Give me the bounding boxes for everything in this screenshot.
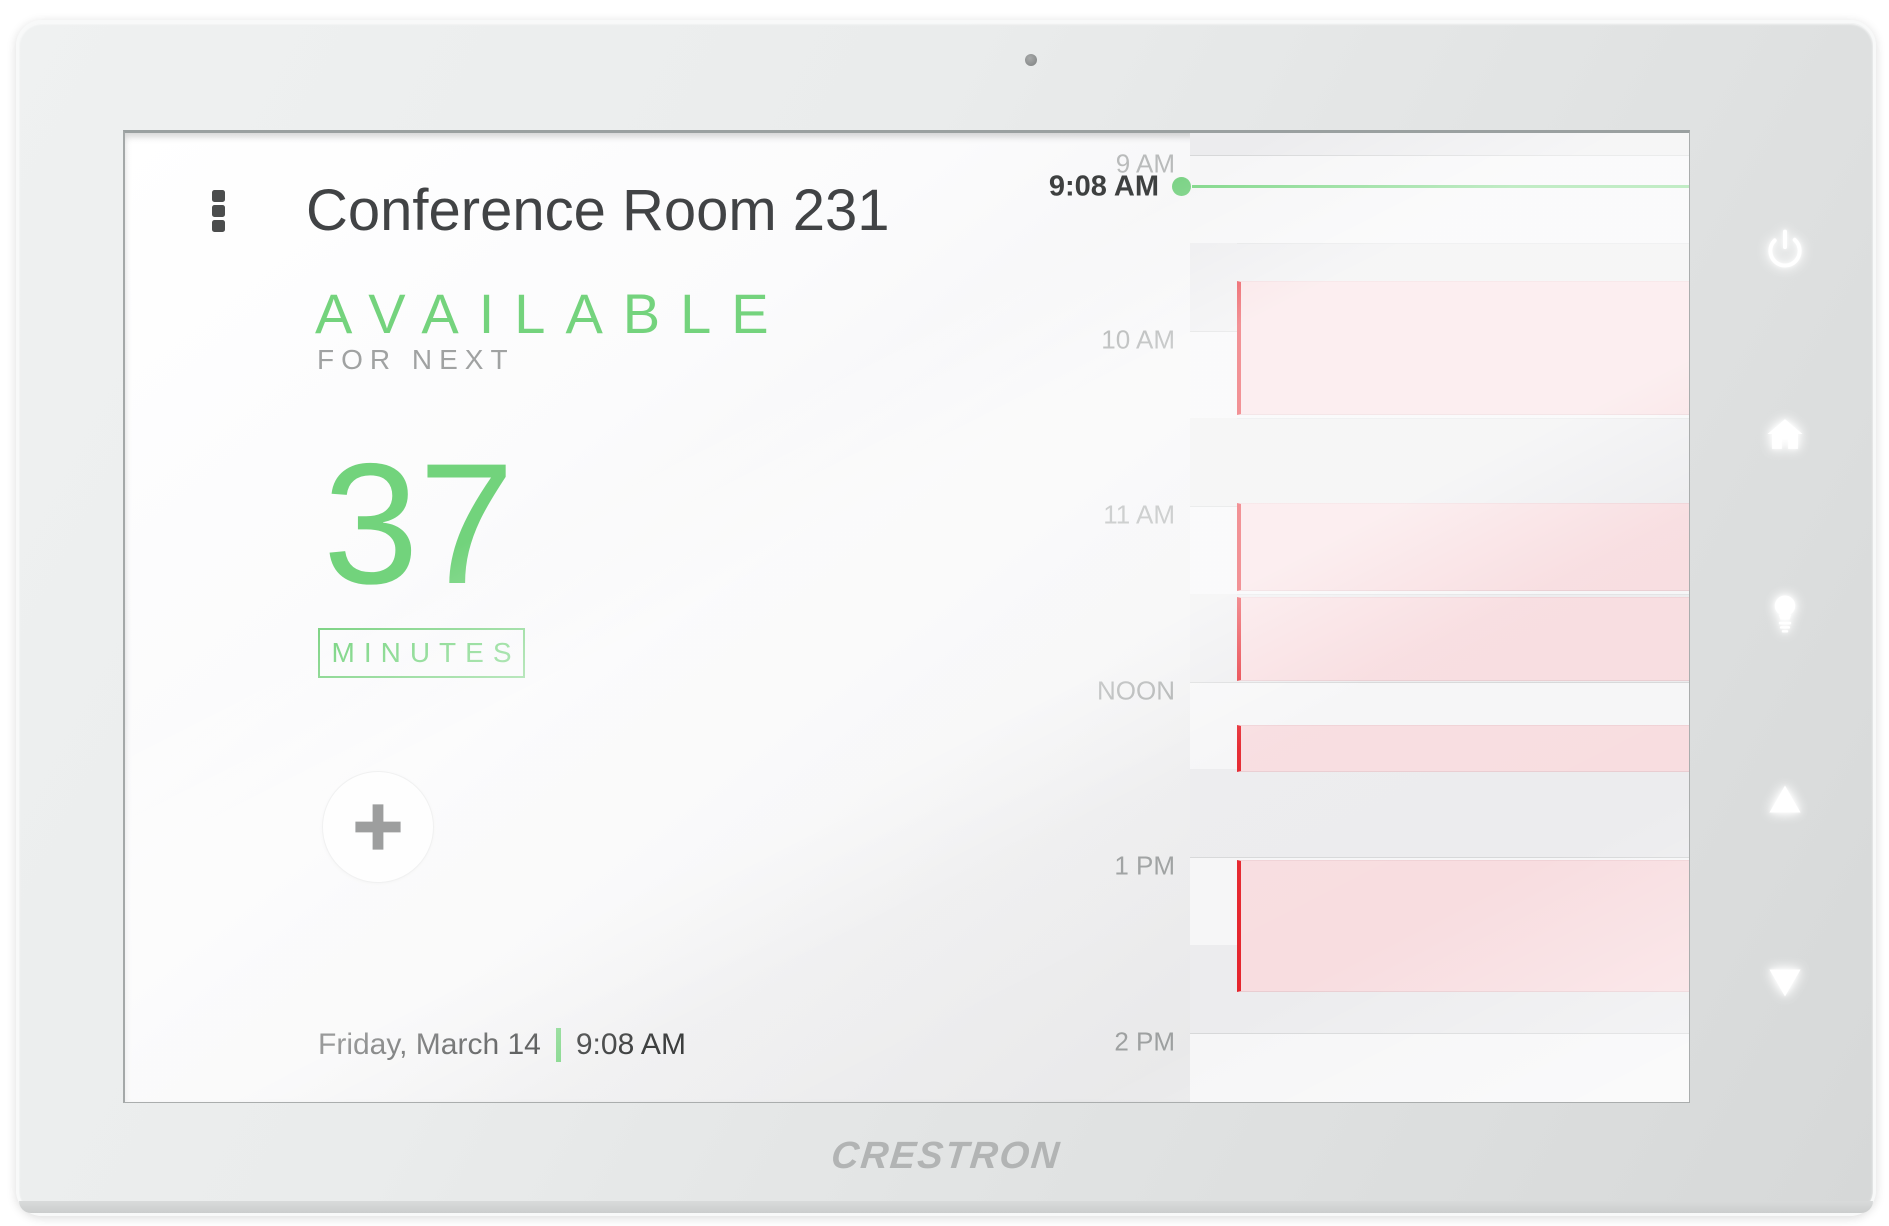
availability-status: AVAILABLE: [315, 282, 789, 345]
hour-gridline: [1190, 1032, 1689, 1034]
power-icon: [1763, 227, 1807, 276]
availability-qualifier: FOR NEXT: [317, 344, 515, 375]
timeline-stripe: [1190, 1032, 1689, 1102]
busy-event-block[interactable]: [1237, 859, 1689, 992]
timeline-stripe: [1190, 133, 1689, 155]
arrow-down-button[interactable]: [1749, 949, 1821, 1021]
busy-event-block[interactable]: [1237, 503, 1689, 591]
current-time-label: 9:08 AM: [1048, 170, 1159, 203]
hour-gridline: [1190, 155, 1689, 156]
crestron-logo: CRESTRON: [829, 1135, 1063, 1177]
date-time-row: Friday, March 14 9:08 AM: [318, 1021, 686, 1069]
timeline-stripe: [1190, 155, 1689, 243]
hour-label: 11 AM: [1103, 499, 1175, 530]
room-title: Conference Room 231: [306, 178, 890, 243]
busy-event-block[interactable]: [1237, 596, 1689, 682]
current-time-line: [1192, 185, 1689, 189]
hour-label: 10 AM: [1101, 324, 1175, 354]
half-hour-gridline: [1237, 242, 1689, 244]
minutes-remaining-value: 37: [323, 428, 515, 620]
hour-label: 2 PM: [1114, 1026, 1175, 1056]
hour-gridline: [1190, 857, 1689, 858]
home-button[interactable]: [1749, 400, 1821, 472]
half-hour-gridline: [1237, 418, 1689, 420]
date-time-separator: [555, 1028, 561, 1062]
power-button[interactable]: [1749, 215, 1821, 287]
arrow-up-icon: [1768, 784, 1802, 819]
arrow-up-button[interactable]: [1749, 765, 1821, 837]
menu-kebab-icon[interactable]: [212, 190, 225, 232]
busy-event-block[interactable]: [1237, 725, 1689, 773]
screen: Conference Room 231 AVAILABLE FOR NEXT 3…: [123, 130, 1690, 1103]
hour-label: NOON: [1097, 675, 1175, 705]
hour-gridline: [1190, 681, 1689, 683]
current-date: Friday, March 14: [318, 1028, 541, 1061]
light-button[interactable]: [1749, 580, 1821, 652]
half-hour-gridline: [1237, 593, 1689, 595]
hard-button-strip: [1697, 23, 1873, 1213]
light-icon: [1770, 592, 1800, 641]
busy-event-block[interactable]: [1237, 280, 1689, 416]
schedule-timeline[interactable]: [1190, 133, 1689, 1102]
touch-panel-device: Conference Room 231 AVAILABLE FOR NEXT 3…: [16, 20, 1876, 1216]
minutes-unit-label: MINUTES: [331, 637, 521, 668]
minutes-unit-box: MINUTES: [318, 628, 525, 678]
timeline-stripe: [1190, 769, 1689, 857]
home-icon: [1763, 413, 1807, 460]
plus-icon: [355, 804, 401, 850]
camera-dot: [1025, 54, 1037, 66]
device-bottom-edge: [19, 1201, 1873, 1213]
current-time: 9:08 AM: [575, 1028, 686, 1061]
hour-label: 1 PM: [1114, 850, 1175, 881]
arrow-down-icon: [1768, 968, 1802, 1003]
add-reservation-button[interactable]: [322, 771, 434, 883]
timeline-stripe: [1190, 418, 1689, 506]
current-time-dot: [1172, 177, 1191, 197]
